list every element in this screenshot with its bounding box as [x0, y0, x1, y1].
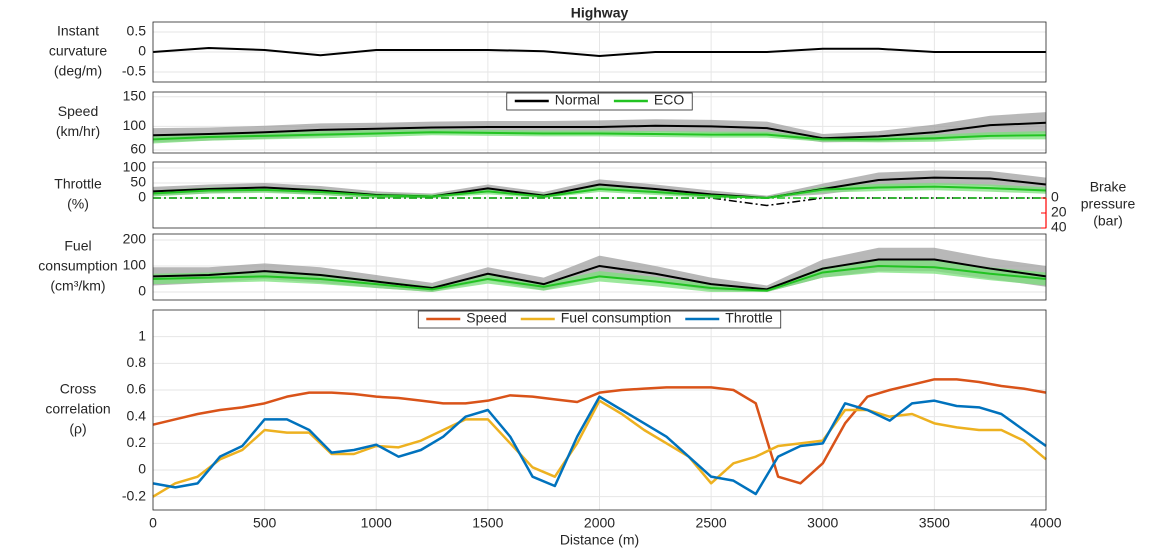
legend-box [417, 310, 782, 329]
y-axis-label: Throttle [54, 176, 102, 192]
y2-axis-label: pressure [1081, 196, 1136, 212]
y-axis-label: (%) [67, 196, 89, 212]
y-tick-label: 100 [123, 117, 147, 133]
y-tick-label: 0.4 [127, 407, 147, 423]
y-axis-label: Speed [58, 103, 98, 119]
series-line [152, 47, 1046, 57]
legend-label: ECO [654, 92, 684, 108]
y-axis-label: correlation [45, 401, 110, 417]
series-line [152, 258, 1047, 291]
series-line [152, 395, 1047, 496]
y-axis-label: (deg/m) [54, 63, 102, 79]
y-tick-label: 60 [130, 141, 146, 157]
chart-title: Highway [571, 5, 629, 21]
y-tick-label: 0.6 [127, 381, 147, 397]
x-axis-label: Distance (m) [560, 532, 639, 548]
y-axis-label: Instant [57, 23, 99, 39]
legend: Speed Fuel consumption Throttle [417, 310, 782, 329]
x-tick-label: 1000 [361, 515, 392, 531]
y2-tick-label: 20 [1051, 204, 1067, 220]
plot-frame [152, 309, 1047, 511]
plot-frame [152, 233, 1047, 301]
y-tick-label: 0.5 [127, 23, 147, 39]
series-line [152, 176, 1047, 199]
plot-frame [152, 161, 1047, 229]
y-tick-label: 1 [138, 327, 146, 343]
x-tick-label: 4000 [1030, 515, 1061, 531]
series-line [152, 378, 1047, 485]
y-axis-label: Cross [60, 381, 97, 397]
legend-label: Normal [555, 92, 600, 108]
x-tick-label: 2500 [696, 515, 727, 531]
x-tick-label: 1500 [472, 515, 503, 531]
legend-label: Fuel consumption [561, 310, 672, 326]
x-tick-label: 3000 [807, 515, 838, 531]
y2-axis-label: (bar) [1093, 213, 1123, 229]
y-tick-label: 0 [138, 43, 146, 59]
x-tick-label: 3500 [919, 515, 950, 531]
series-line [152, 131, 1047, 141]
plot-frame [152, 91, 1047, 154]
legend-label: Speed [466, 310, 506, 326]
plot-frame [152, 21, 1047, 83]
x-tick-label: 500 [253, 515, 277, 531]
y-tick-label: 0.2 [127, 434, 147, 450]
y-axis-label: (km/hr) [56, 123, 100, 139]
y-tick-label: 200 [123, 231, 147, 247]
y-tick-label: 100 [123, 257, 147, 273]
y-tick-label: 0 [138, 283, 146, 299]
y-axis-label: curvature [49, 43, 108, 59]
series-line [152, 185, 1047, 199]
y-axis-label: consumption [38, 258, 117, 274]
series-line [152, 121, 1047, 140]
y-axis-label: (ρ) [69, 421, 86, 437]
y2-tick-label: 0 [1051, 189, 1059, 205]
y-tick-label: 150 [123, 87, 147, 103]
y-tick-label: 50 [130, 174, 146, 190]
y2-axis-label: Brake [1090, 179, 1127, 195]
y-tick-label: 100 [123, 159, 147, 175]
y-tick-label: -0.5 [122, 63, 146, 79]
y-tick-label: 0 [138, 189, 146, 205]
series-line [152, 264, 1047, 292]
x-tick-label: 0 [149, 515, 157, 531]
legend-box [506, 92, 693, 111]
y-tick-label: -0.2 [122, 487, 146, 503]
y-axis-label: (cm³/km) [50, 278, 105, 294]
legend-label: Throttle [725, 310, 773, 326]
y2-tick-label: 40 [1051, 219, 1067, 235]
y-tick-label: 0 [138, 461, 146, 477]
x-tick-label: 2000 [584, 515, 615, 531]
y-tick-label: 0.8 [127, 354, 147, 370]
y-axis-label: Fuel [64, 238, 91, 254]
legend: Normal ECO [506, 92, 693, 111]
